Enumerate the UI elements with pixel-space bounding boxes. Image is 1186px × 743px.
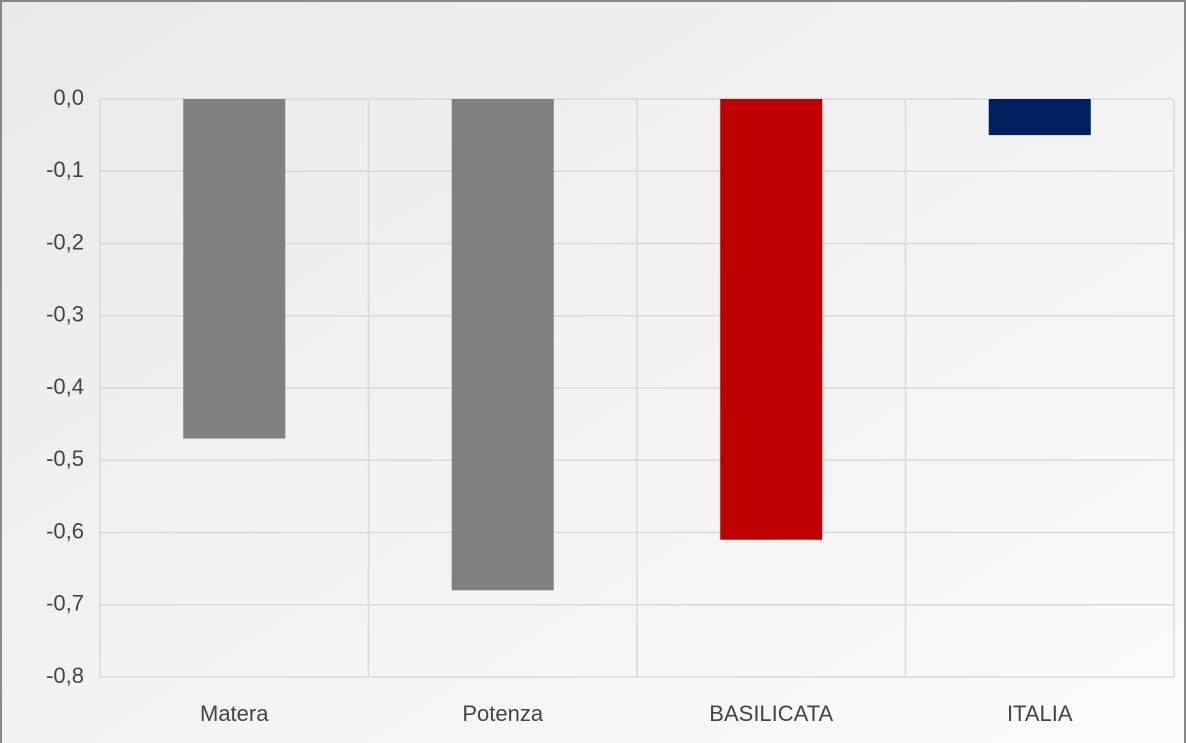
bar <box>720 99 823 540</box>
y-tick-label: -0,6 <box>46 518 84 543</box>
y-tick-label: -0,2 <box>46 229 84 254</box>
y-tick-label: -0,4 <box>46 374 84 399</box>
x-tick-label: BASILICATA <box>709 701 833 726</box>
bar <box>988 99 1091 136</box>
y-tick-label: -0,3 <box>46 302 84 327</box>
bar <box>183 99 286 439</box>
y-tick-label: -0,1 <box>46 157 84 182</box>
y-tick-label: 0,0 <box>53 85 84 110</box>
y-tick-label: -0,8 <box>46 663 84 688</box>
y-tick-label: -0,7 <box>46 591 84 616</box>
x-tick-label: ITALIA <box>1007 701 1073 726</box>
bar <box>451 99 554 591</box>
y-tick-label: -0,5 <box>46 446 84 471</box>
x-tick-label: Potenza <box>462 701 543 726</box>
x-tick-label: Matera <box>200 701 269 726</box>
